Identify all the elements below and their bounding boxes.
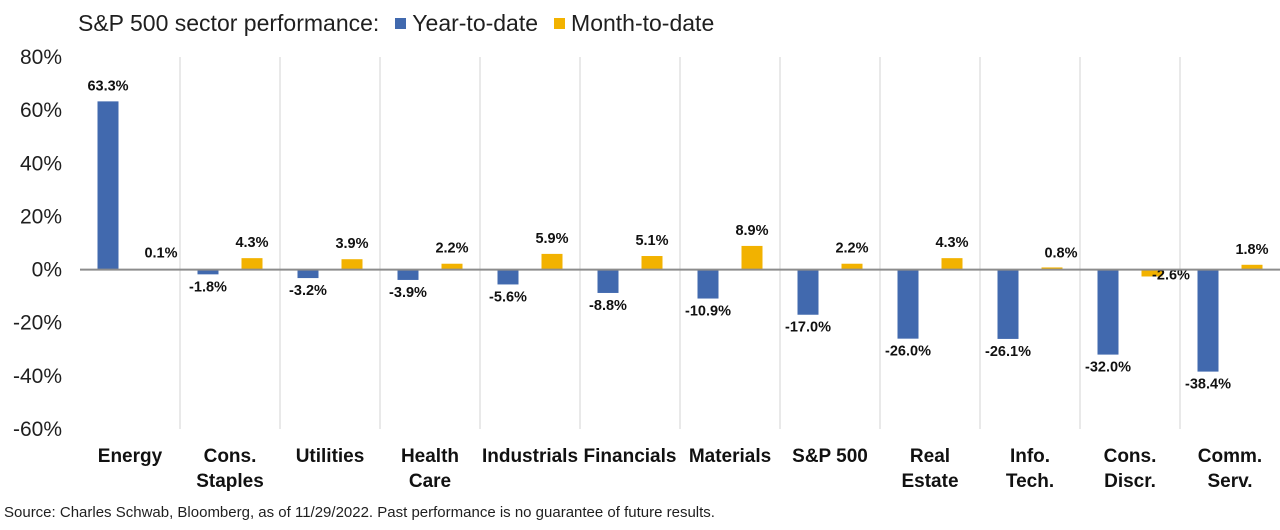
bar-ytd [497,269,519,285]
y-tick-label: -20% [13,312,62,335]
data-label-mtd: 2.2% [835,241,868,257]
bar-mtd [641,256,663,270]
category-label: Cons. [1104,446,1157,467]
bar-ytd [97,101,119,270]
data-label-mtd: -2.6% [1152,267,1190,283]
data-label-ytd: -3.9% [389,285,427,301]
bar-mtd [241,258,263,270]
data-label-ytd: -32.0% [1085,360,1131,376]
y-tick-label: 20% [20,205,62,228]
bar-mtd [941,258,963,270]
data-label-ytd: -3.2% [289,283,327,299]
data-label-ytd: 63.3% [87,78,128,94]
data-label-mtd: 0.8% [1044,246,1077,262]
category-label: Industrials [482,446,578,467]
y-tick-label: 80% [20,46,62,69]
bar-mtd [341,259,363,270]
chart-header: S&P 500 sector performance: Year-to-date… [78,6,714,40]
data-label-ytd: -38.4% [1185,377,1231,393]
legend-item-mtd: Month-to-date [554,10,714,37]
category-label: Health [401,446,459,467]
y-tick-label: 0% [32,259,62,282]
bar-ytd [1097,269,1119,355]
bar-ytd [997,269,1019,339]
bar-chart: -60% -40% -20% 0% 20% 40% 60% 80% 63.3% -1.8% -3.2… [13,46,1280,492]
data-label-mtd: 0.1% [144,246,177,262]
data-label-mtd: 8.9% [735,223,768,239]
data-label-ytd: -8.8% [589,298,627,314]
bar-ytd [897,269,919,339]
source-note: Source: Charles Schwab, Bloomberg, as of… [4,504,715,521]
bar-mtd [1041,267,1063,270]
bar-mtd [841,263,863,270]
data-label-ytd: -5.6% [489,289,527,305]
bar-ytd [397,269,419,280]
category-label: Estate [901,471,958,492]
data-label-mtd: 4.3% [235,235,268,251]
category-label: S&P 500 [792,446,868,467]
category-label: Tech. [1006,471,1054,492]
bar-mtd [741,245,763,270]
data-label-ytd: -26.1% [985,344,1031,360]
y-tick-label: 40% [20,152,62,175]
bar-ytd [597,269,619,293]
legend-swatch-mtd [554,17,566,29]
data-label-mtd: 1.8% [1235,242,1268,258]
data-label-ytd: -10.9% [685,304,731,320]
category-label: Cons. [204,446,257,467]
category-label: Care [409,471,451,492]
bar-ytd [297,269,319,279]
bar-mtd [1241,264,1263,270]
data-label-mtd: 4.3% [935,235,968,251]
data-label-mtd: 2.2% [435,241,468,257]
bar-mtd [1141,269,1163,277]
category-label: Real [910,446,950,467]
legend-label-ytd: Year-to-date [412,9,539,36]
chart-title: S&P 500 sector performance: [78,9,380,36]
category-label: Utilities [296,446,365,467]
y-tick-label: 60% [20,99,62,122]
legend-label-mtd: Month-to-date [571,9,715,36]
bar-ytd [697,269,719,299]
category-label: Comm. [1198,446,1262,467]
category-label: Energy [98,446,163,467]
data-label-ytd: -1.8% [189,279,227,295]
data-label-mtd: 5.1% [635,233,668,249]
data-label-mtd: 5.9% [535,231,568,247]
category-label: Discr. [1104,471,1156,492]
bar-ytd [797,269,819,315]
data-label-mtd: 3.9% [335,236,368,252]
category-label: Staples [196,471,264,492]
data-label-ytd: -17.0% [785,320,831,336]
bar-ytd [1197,269,1219,372]
y-tick-label: -60% [13,418,62,441]
y-tick-label: -40% [13,365,62,388]
bar-mtd [541,253,563,270]
category-label: Info. [1010,446,1050,467]
legend-swatch-ytd [395,17,407,29]
category-label: Materials [689,446,771,467]
legend-item-ytd: Year-to-date [395,10,538,37]
bar-ytd [197,269,219,275]
category-label: Financials [584,446,677,467]
data-label-ytd: -26.0% [885,344,931,360]
bar-mtd [441,263,463,270]
category-label: Serv. [1207,471,1252,492]
